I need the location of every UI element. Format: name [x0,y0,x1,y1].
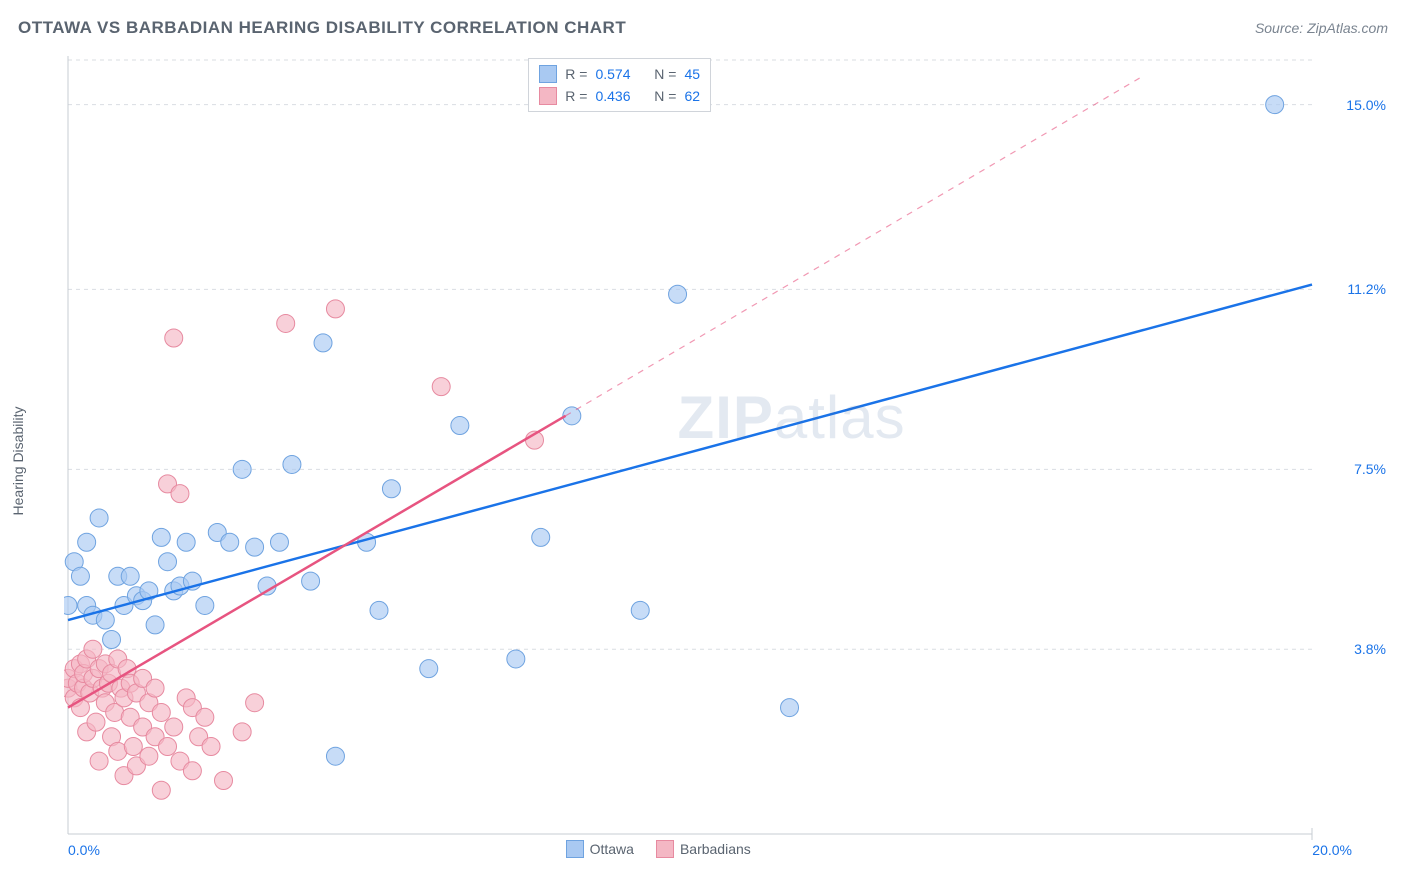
bottom-legend: Ottawa Barbadians [566,840,751,858]
legend-item: Barbadians [656,840,751,858]
stat-row: R = 0.574 N = 45 [539,63,700,85]
stat-n-label: N = [654,63,676,85]
stat-row: R = 0.436 N = 62 [539,85,700,107]
stat-n-value: 45 [684,63,700,85]
chart-title: OTTAWA VS BARBADIAN HEARING DISABILITY C… [18,18,626,38]
correlation-stat-box: R = 0.574 N = 45 R = 0.436 N = 62 [528,58,711,112]
stat-r-label: R = [565,63,587,85]
legend-label: Ottawa [590,841,634,857]
legend-item: Ottawa [566,840,634,858]
y-tick-label: 7.5% [1354,461,1386,477]
x-tick-start: 0.0% [68,842,100,858]
stat-swatch [539,87,557,105]
x-tick-end: 20.0% [1312,842,1352,858]
y-tick-label: 11.2% [1347,281,1386,297]
y-tick-label: 3.8% [1354,641,1386,657]
stat-r-value: 0.436 [595,85,630,107]
plot-wrap: Hearing Disability 3.8%7.5%11.2%15.0%0.0… [18,48,1388,874]
scatter-plot: 3.8% 7.5% 11.2% 15.0% 0.0% 20.0% Ottawa Barbadi… [64,48,1388,874]
stat-r-label: R = [565,85,587,107]
legend-swatch [566,840,584,858]
y-axis-label: Hearing Disability [10,407,26,516]
stat-n-value: 62 [684,85,700,107]
stat-n-label: N = [654,85,676,107]
stat-r-value: 0.574 [595,63,630,85]
stat-swatch [539,65,557,83]
chart-source: Source: ZipAtlas.com [1255,20,1388,36]
chart-header: OTTAWA VS BARBADIAN HEARING DISABILITY C… [18,18,1388,38]
legend-swatch [656,840,674,858]
legend-label: Barbadians [680,841,751,857]
y-tick-label: 15.0% [1346,97,1386,113]
